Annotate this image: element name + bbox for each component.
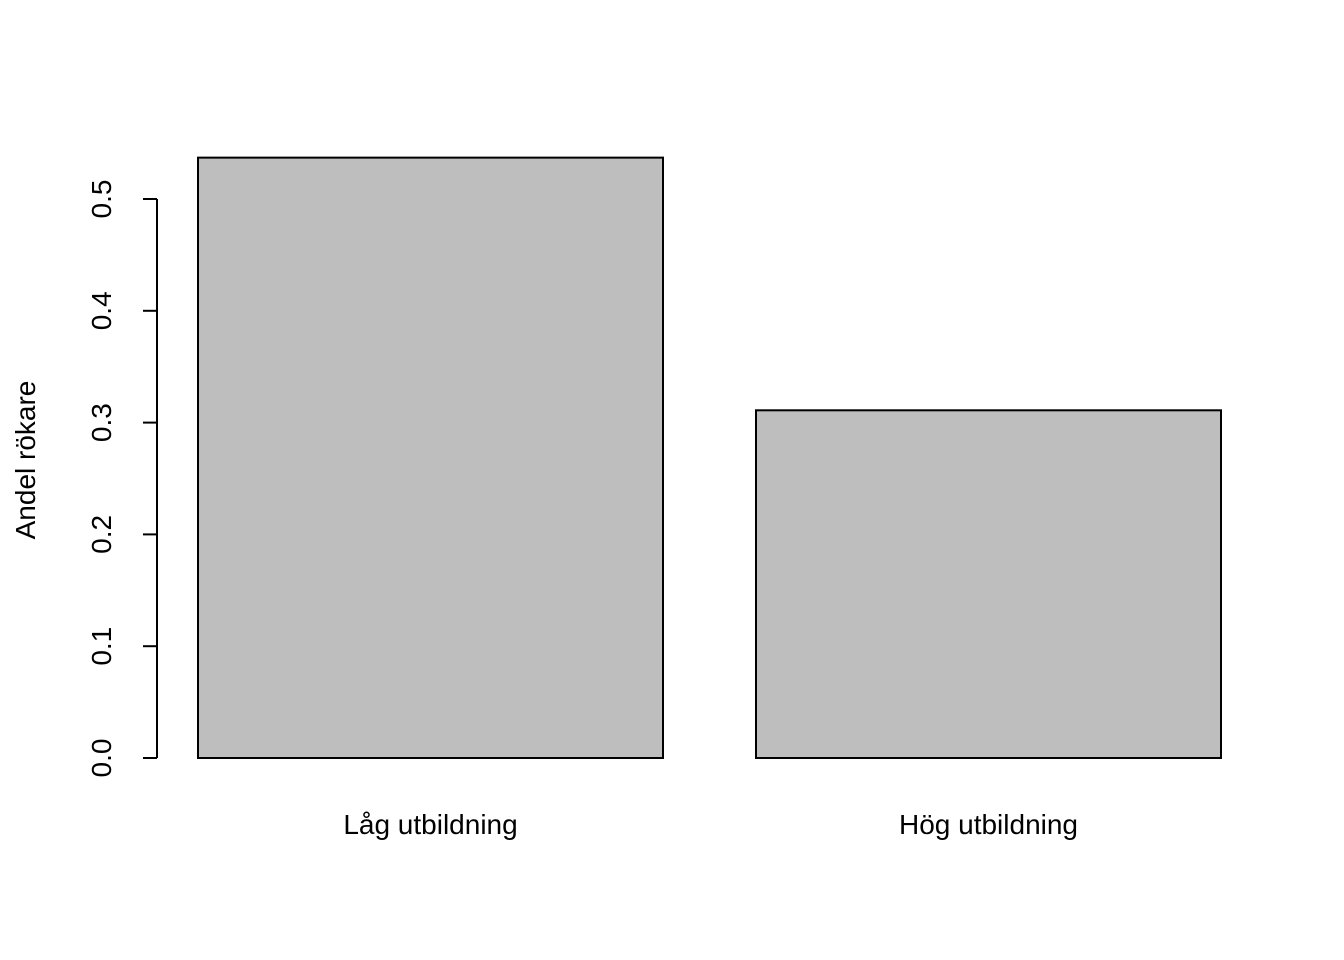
y-tick-label-3: 0.3 — [86, 403, 117, 442]
category-label-2: Hög utbildning — [899, 809, 1078, 840]
y-tick-label-0: 0.0 — [86, 739, 117, 778]
bar-1 — [197, 156, 664, 760]
y-tick-label-2: 0.2 — [86, 515, 117, 554]
y-tick-label-4: 0.4 — [86, 291, 117, 330]
category-label-1: Låg utbildning — [343, 809, 517, 840]
y-axis-title: Andel rökare — [10, 381, 41, 540]
y-tick-label-1: 0.1 — [86, 627, 117, 666]
x-axis-labels: Låg utbildning Hög utbildning — [343, 809, 1078, 840]
y-axis: 0.0 0.1 0.2 0.3 0.4 0.5 — [86, 180, 158, 778]
bar-2 — [755, 409, 1222, 759]
y-tick-label-5: 0.5 — [86, 180, 117, 219]
bars-layer — [197, 156, 1222, 760]
